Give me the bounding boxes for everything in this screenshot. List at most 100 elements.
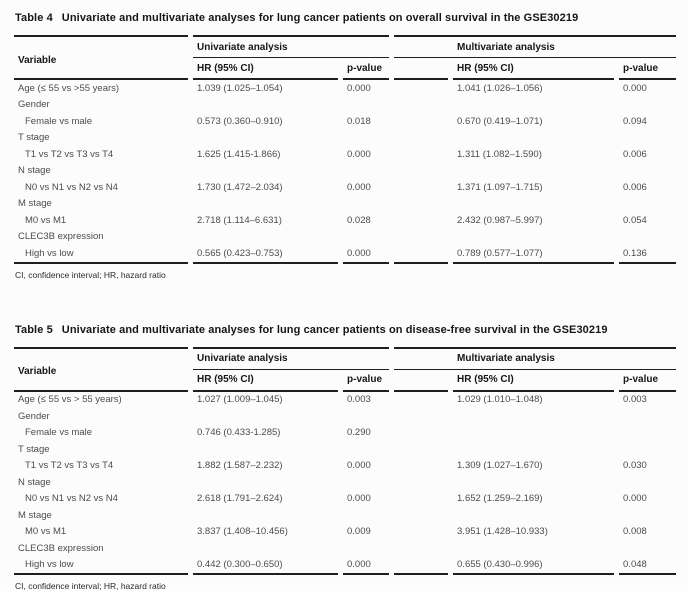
cell-variable: Age (≤ 55 vs >55 years) <box>14 80 188 97</box>
table-row: N stage <box>14 474 676 491</box>
cell-multivariate-p <box>619 408 676 425</box>
cell-multivariate-p: 0.136 <box>619 245 676 264</box>
cell-spacer <box>394 179 448 196</box>
column-header-univariate-hr: HR (95% CI) <box>193 370 338 392</box>
table-row: Gender <box>14 408 676 425</box>
cell-univariate-p <box>343 229 389 246</box>
cell-variable: Female vs male <box>14 113 188 130</box>
table-row: M0 vs M1 2.718 (1.114–6.631) 0.028 2.432… <box>14 212 676 229</box>
cell-univariate-p: 0.290 <box>343 425 389 442</box>
column-group-univariate: Univariate analysis <box>193 347 389 370</box>
table-caption: Univariate and multivariate analyses for… <box>62 12 579 24</box>
cell-univariate-hr: 0.573 (0.360–0.910) <box>193 113 338 130</box>
cell-univariate-p <box>343 130 389 147</box>
table-row: M stage <box>14 507 676 524</box>
cell-multivariate-hr: 1.029 (1.010–1.048) <box>453 392 614 409</box>
cell-variable: Gender <box>14 97 188 114</box>
column-header-univariate-p: p-value <box>343 370 389 392</box>
cell-univariate-hr <box>193 441 338 458</box>
cell-univariate-p: 0.000 <box>343 491 389 508</box>
cell-multivariate-p: 0.094 <box>619 113 676 130</box>
cell-univariate-p <box>343 196 389 213</box>
cell-univariate-p: 0.000 <box>343 557 389 576</box>
cell-variable: T1 vs T2 vs T3 vs T4 <box>14 146 188 163</box>
cell-variable: M0 vs M1 <box>14 212 188 229</box>
column-header-variable: Variable <box>14 35 188 80</box>
cell-multivariate-p: 0.000 <box>619 80 676 97</box>
cell-univariate-hr <box>193 229 338 246</box>
cell-univariate-hr: 1.625 (1.415-1.866) <box>193 146 338 163</box>
analysis-table: Variable Univariate analysis Multivariat… <box>9 35 681 264</box>
table-body: Age (≤ 55 vs >55 years) 1.039 (1.025–1.0… <box>14 80 676 264</box>
table-row: CLEC3B expression <box>14 540 676 557</box>
header-row-groups: Variable Univariate analysis Multivariat… <box>14 35 676 58</box>
cell-multivariate-hr: 1.309 (1.027–1.670) <box>453 458 614 475</box>
table-row: T1 vs T2 vs T3 vs T4 1.625 (1.415-1.866)… <box>14 146 676 163</box>
cell-multivariate-p <box>619 441 676 458</box>
cell-multivariate-p: 0.008 <box>619 524 676 541</box>
cell-multivariate-p <box>619 229 676 246</box>
cell-multivariate-hr: 1.371 (1.097–1.715) <box>453 179 614 196</box>
cell-variable: Age (≤ 55 vs > 55 years) <box>14 392 188 409</box>
cell-univariate-p: 0.028 <box>343 212 389 229</box>
cell-univariate-hr <box>193 540 338 557</box>
cell-multivariate-p: 0.003 <box>619 392 676 409</box>
cell-spacer <box>394 408 448 425</box>
cell-multivariate-p: 0.006 <box>619 179 676 196</box>
cell-spacer <box>394 80 448 97</box>
cell-univariate-hr <box>193 474 338 491</box>
cell-variable: M stage <box>14 196 188 213</box>
cell-univariate-p <box>343 441 389 458</box>
cell-multivariate-p: 0.000 <box>619 491 676 508</box>
cell-univariate-hr: 1.882 (1.587–2.232) <box>193 458 338 475</box>
column-header-multivariate-hr: HR (95% CI) <box>453 58 614 80</box>
cell-multivariate-hr <box>453 97 614 114</box>
cell-univariate-p <box>343 97 389 114</box>
cell-univariate-hr: 0.746 (0.433-1.285) <box>193 425 338 442</box>
cell-univariate-hr: 1.039 (1.025–1.054) <box>193 80 338 97</box>
cell-univariate-p <box>343 163 389 180</box>
table-row: N0 vs N1 vs N2 vs N4 2.618 (1.791–2.624)… <box>14 491 676 508</box>
cell-univariate-p: 0.000 <box>343 80 389 97</box>
column-header-multivariate-p: p-value <box>619 370 676 392</box>
cell-variable: M stage <box>14 507 188 524</box>
cell-variable: N stage <box>14 474 188 491</box>
cell-univariate-hr: 1.730 (1.472–2.034) <box>193 179 338 196</box>
table-row: M stage <box>14 196 676 213</box>
cell-multivariate-hr <box>453 441 614 458</box>
analysis-table: Variable Univariate analysis Multivariat… <box>9 347 681 576</box>
cell-multivariate-hr: 3.951 (1.428–10.933) <box>453 524 614 541</box>
cell-spacer <box>394 524 448 541</box>
cell-univariate-p: 0.000 <box>343 458 389 475</box>
cell-univariate-p: 0.009 <box>343 524 389 541</box>
cell-variable: N0 vs N1 vs N2 vs N4 <box>14 491 188 508</box>
table-footnote: CI, confidence interval; HR, hazard rati… <box>15 270 676 280</box>
cell-univariate-p <box>343 507 389 524</box>
cell-spacer <box>394 97 448 114</box>
cell-univariate-hr: 0.442 (0.300–0.650) <box>193 557 338 576</box>
cell-multivariate-hr <box>453 408 614 425</box>
cell-spacer <box>394 196 448 213</box>
table-row: High vs low 0.565 (0.423–0.753) 0.000 0.… <box>14 245 676 264</box>
spacer-column <box>394 370 448 392</box>
cell-multivariate-p <box>619 474 676 491</box>
cell-multivariate-hr <box>453 474 614 491</box>
cell-variable: High vs low <box>14 245 188 264</box>
cell-univariate-p: 0.018 <box>343 113 389 130</box>
cell-multivariate-p: 0.006 <box>619 146 676 163</box>
table-row: CLEC3B expression <box>14 229 676 246</box>
table-row: Female vs male 0.573 (0.360–0.910) 0.018… <box>14 113 676 130</box>
cell-spacer <box>394 441 448 458</box>
cell-univariate-p: 0.000 <box>343 245 389 264</box>
cell-spacer <box>394 458 448 475</box>
cell-variable: High vs low <box>14 557 188 576</box>
table-row: T stage <box>14 441 676 458</box>
table-row: Gender <box>14 97 676 114</box>
cell-multivariate-hr: 1.652 (1.259–2.169) <box>453 491 614 508</box>
cell-variable: Female vs male <box>14 425 188 442</box>
cell-spacer <box>394 146 448 163</box>
cell-variable: T stage <box>14 130 188 147</box>
